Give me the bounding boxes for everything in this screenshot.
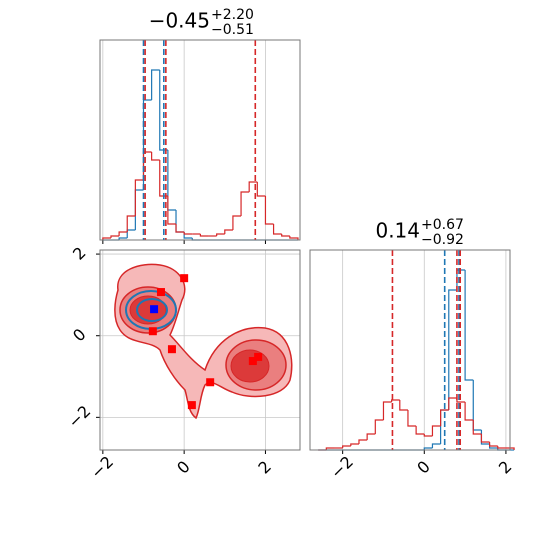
histogram-step [431,425,441,436]
histogram-step [358,439,368,444]
title-value: −0.45 [149,9,210,33]
histogram-step [256,182,266,197]
histogram-step [102,237,111,240]
histogram-step [175,224,185,233]
histogram-step [391,399,400,402]
histogram-step [118,237,128,240]
histogram-step [374,419,384,434]
point [187,401,196,410]
histogram-step [224,229,233,234]
histogram-step [248,181,258,192]
histogram-step [472,420,482,435]
point [167,345,176,354]
histogram-step [505,447,515,450]
title-plus: +0.67 [421,217,464,233]
histogram-step [289,236,299,240]
axes-frame [309,249,511,451]
histogram-step [440,409,449,426]
histogram-step [431,443,441,448]
histogram-step [399,400,408,411]
histogram-step [183,232,193,235]
histogram-step [151,69,160,100]
histogram-step [272,224,282,235]
histogram-step [126,215,136,232]
histogram-step [464,270,474,381]
title-minus: −0.92 [421,232,464,248]
histogram-step [415,426,425,435]
histogram-step [497,446,506,449]
histogram-step [342,445,351,448]
point [254,352,263,361]
title-value: 0.14 [375,219,420,243]
point [180,274,189,283]
point [148,327,157,336]
histogram-step [382,401,392,420]
histogram-step [110,235,120,238]
histogram-step [216,233,225,236]
histogram-step [240,191,250,216]
axes-frame [99,39,301,241]
histogram-step [325,447,335,450]
histogram-step [423,434,433,437]
histogram-step [264,196,274,225]
title-plus: +2.20 [211,7,254,23]
histogram-step [464,402,474,421]
histogram-step [480,434,490,443]
histogram-step [232,215,242,230]
histogram-step [448,289,457,410]
histogram-step [423,447,433,450]
histogram-step [118,231,128,236]
point [206,378,215,387]
contour-core [230,349,270,383]
histogram-step [488,442,498,447]
axes-frame [99,249,301,451]
histogram-step [281,234,290,237]
histogram-step [407,410,417,427]
histogram-step [134,179,144,216]
histogram-step [199,234,209,237]
point [156,288,165,297]
title-minus: −0.51 [211,22,254,38]
point [248,357,257,366]
histogram-step [448,397,457,410]
histogram-step [167,196,177,225]
histogram-step [350,443,359,446]
histogram-step [366,433,376,440]
contour-blue [136,298,168,322]
point [150,305,159,314]
histogram-step [151,152,160,161]
